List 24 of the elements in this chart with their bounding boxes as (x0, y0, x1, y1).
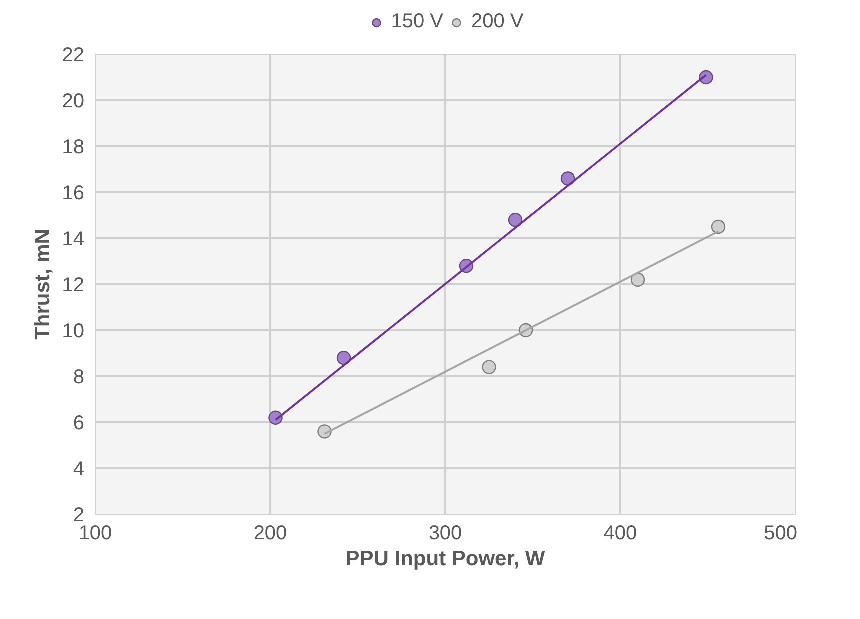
point (560, 172, 576, 186)
legend-label: 200 V (472, 10, 524, 34)
point (482, 360, 496, 374)
y-tick-label: 4 (73, 458, 84, 480)
y-tick-label: 22 (62, 44, 85, 66)
legend-label: 150 V (391, 10, 444, 34)
y-tick-label: 16 (62, 182, 85, 204)
y-tick-label: 18 (62, 136, 85, 158)
x-tick-label: 300 (428, 522, 462, 544)
y-tick-label: 12 (62, 274, 85, 296)
y-tick-label: 10 (62, 320, 85, 342)
point (711, 220, 726, 234)
point (508, 213, 523, 228)
y-axis-title: Thrust, mN (31, 229, 54, 340)
point (336, 351, 352, 366)
x-tick-label: 500 (764, 522, 798, 544)
x-tick-label: 200 (254, 522, 288, 544)
y-tick-label: 20 (62, 90, 85, 112)
y-tick-label: 14 (62, 228, 85, 250)
y-tick-label: 8 (73, 366, 84, 388)
x-tick-label: 400 (604, 522, 638, 544)
point (630, 272, 646, 287)
x-axis-title: PPU Input Power, W (346, 548, 546, 570)
y-tick-label: 6 (73, 412, 84, 434)
